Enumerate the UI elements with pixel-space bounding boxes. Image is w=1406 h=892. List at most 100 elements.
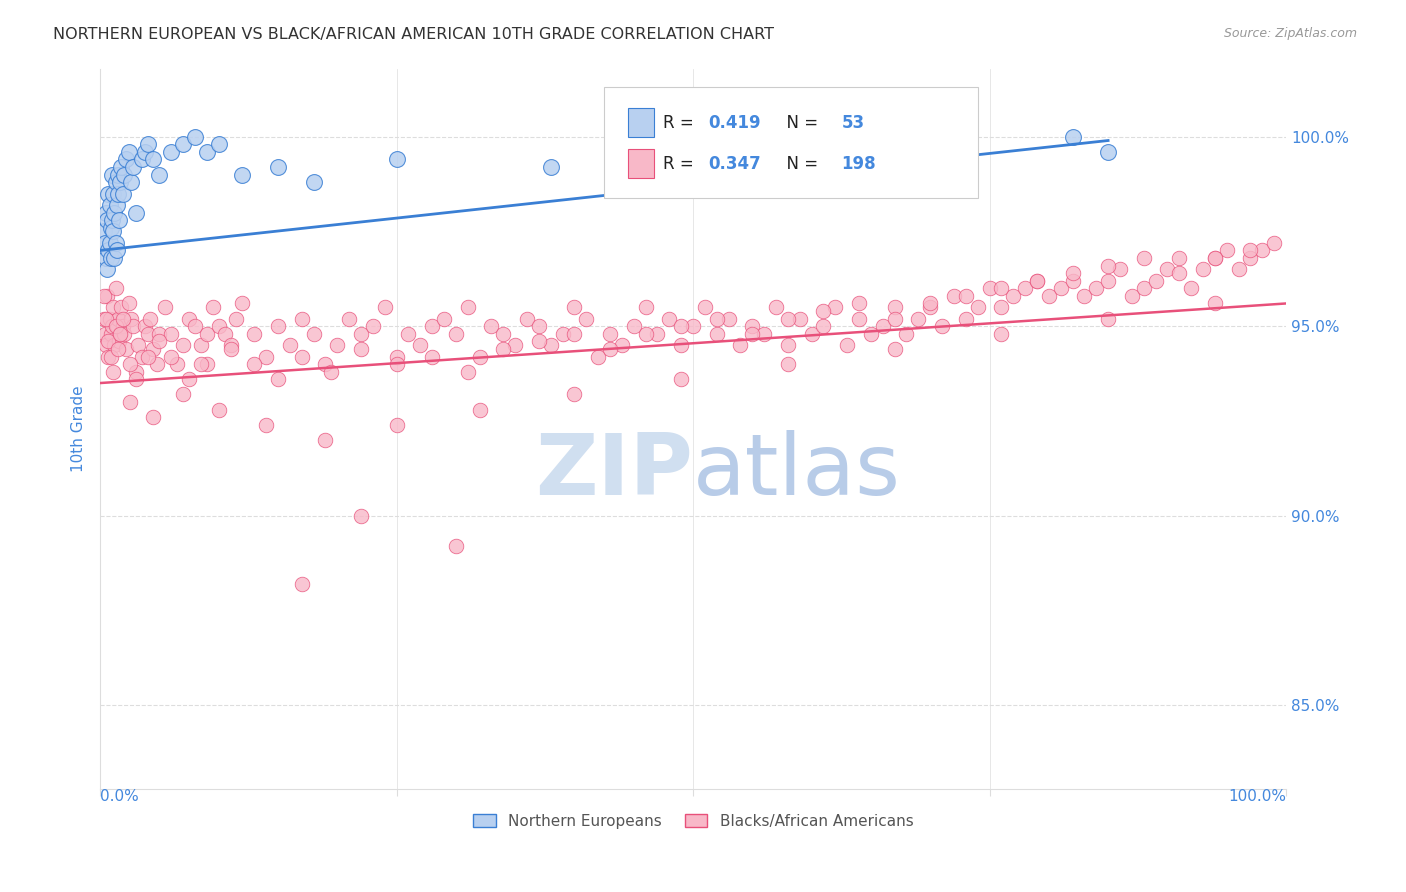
Point bbox=[254, 350, 277, 364]
Point bbox=[100, 220, 122, 235]
Point bbox=[1121, 289, 1143, 303]
Point bbox=[101, 186, 124, 201]
Point bbox=[96, 213, 118, 227]
Point bbox=[1038, 289, 1060, 303]
Point bbox=[920, 296, 942, 310]
Point bbox=[813, 319, 835, 334]
Point bbox=[267, 160, 290, 174]
Point bbox=[219, 338, 242, 352]
Point bbox=[125, 205, 148, 219]
Point bbox=[564, 326, 586, 341]
Point bbox=[115, 342, 138, 356]
Point bbox=[108, 213, 131, 227]
Point bbox=[706, 326, 728, 341]
Point bbox=[1156, 262, 1178, 277]
Text: 0.0%: 0.0% bbox=[100, 789, 139, 804]
Point bbox=[824, 300, 846, 314]
Point bbox=[551, 326, 574, 341]
Point bbox=[444, 539, 467, 553]
Point bbox=[492, 342, 515, 356]
Point bbox=[444, 326, 467, 341]
Point bbox=[966, 300, 988, 314]
Point bbox=[1062, 274, 1084, 288]
Point bbox=[374, 300, 396, 314]
Point bbox=[658, 311, 681, 326]
Point bbox=[122, 319, 145, 334]
Point bbox=[1239, 251, 1261, 265]
Point bbox=[219, 342, 242, 356]
Point bbox=[872, 319, 894, 334]
Point bbox=[278, 338, 301, 352]
Point bbox=[1097, 145, 1119, 159]
Point bbox=[1073, 289, 1095, 303]
Point bbox=[108, 334, 131, 349]
Point bbox=[1062, 266, 1084, 280]
Point bbox=[100, 350, 122, 364]
Point bbox=[848, 296, 870, 310]
Point bbox=[741, 319, 763, 334]
Point bbox=[420, 319, 443, 334]
Point bbox=[94, 338, 117, 352]
Text: Source: ZipAtlas.com: Source: ZipAtlas.com bbox=[1223, 27, 1357, 40]
Point bbox=[1204, 251, 1226, 265]
Point bbox=[1097, 259, 1119, 273]
Point bbox=[142, 410, 165, 425]
Point bbox=[146, 357, 169, 371]
Point bbox=[98, 235, 121, 250]
Point bbox=[1227, 262, 1250, 277]
Point bbox=[350, 326, 373, 341]
Point bbox=[398, 326, 420, 341]
Point bbox=[107, 168, 129, 182]
Point bbox=[385, 153, 408, 167]
Point bbox=[420, 350, 443, 364]
Point bbox=[100, 251, 122, 265]
Point bbox=[920, 300, 942, 314]
Point bbox=[669, 319, 692, 334]
Point bbox=[127, 338, 149, 352]
Point bbox=[117, 145, 139, 159]
Point bbox=[1062, 129, 1084, 144]
Point bbox=[776, 338, 799, 352]
Point bbox=[326, 338, 349, 352]
Point bbox=[208, 137, 231, 152]
Point bbox=[623, 319, 645, 334]
Point bbox=[1263, 235, 1285, 250]
FancyBboxPatch shape bbox=[605, 87, 977, 198]
Point bbox=[103, 251, 125, 265]
Point bbox=[291, 311, 314, 326]
Text: R =: R = bbox=[664, 114, 699, 132]
Point bbox=[1085, 281, 1108, 295]
Point bbox=[1109, 262, 1132, 277]
Point bbox=[125, 365, 148, 379]
Point bbox=[184, 319, 207, 334]
Point bbox=[105, 319, 128, 334]
Point bbox=[1204, 251, 1226, 265]
Text: N =: N = bbox=[776, 154, 824, 173]
Point bbox=[231, 296, 253, 310]
Point bbox=[564, 387, 586, 401]
Point bbox=[361, 319, 384, 334]
Point bbox=[136, 326, 159, 341]
Point bbox=[350, 508, 373, 523]
Point bbox=[1168, 251, 1191, 265]
Point bbox=[110, 300, 132, 314]
Bar bbox=[628, 149, 654, 178]
Point bbox=[139, 311, 162, 326]
Point bbox=[955, 289, 977, 303]
Point bbox=[243, 357, 266, 371]
Point bbox=[1097, 274, 1119, 288]
Point bbox=[267, 319, 290, 334]
Point bbox=[848, 311, 870, 326]
Text: 198: 198 bbox=[841, 154, 876, 173]
Point bbox=[96, 289, 118, 303]
Point bbox=[225, 311, 247, 326]
Point bbox=[172, 387, 194, 401]
Legend: Northern Europeans, Blacks/African Americans: Northern Europeans, Blacks/African Ameri… bbox=[467, 807, 920, 835]
Text: 0.419: 0.419 bbox=[709, 114, 761, 132]
Point bbox=[110, 160, 132, 174]
Point bbox=[107, 342, 129, 356]
Point bbox=[1204, 296, 1226, 310]
Point bbox=[118, 357, 141, 371]
Point bbox=[160, 145, 183, 159]
Text: 53: 53 bbox=[841, 114, 865, 132]
